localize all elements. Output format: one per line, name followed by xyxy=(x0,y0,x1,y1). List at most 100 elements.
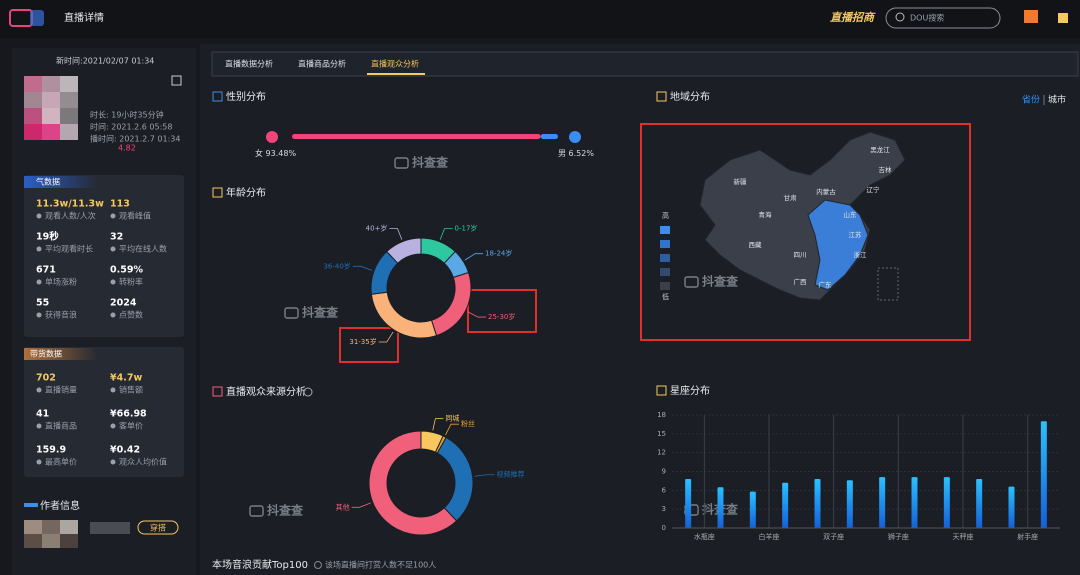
chart-title: 星座分布 xyxy=(670,384,710,397)
card-title: 气数据 xyxy=(36,177,60,187)
gift-icon[interactable] xyxy=(1024,10,1038,23)
stat-icon xyxy=(36,423,42,429)
donut-label: 粉丝 xyxy=(461,419,475,428)
stat-value: 702 xyxy=(36,373,56,384)
x-tick-label: 白羊座 xyxy=(759,532,780,541)
profile-line: 时间: 2021.2.6 05:58 xyxy=(90,122,172,132)
tab[interactable]: 直播商品分析 xyxy=(298,59,346,69)
map-region: 山东 xyxy=(844,210,858,219)
donut-label: 其他 xyxy=(336,502,350,511)
update-time: 新时间:2021/02/07 01:34 xyxy=(56,56,154,66)
y-tick-label: 18 xyxy=(657,411,666,419)
tab[interactable]: 直播观众分析 xyxy=(371,59,419,69)
stat-icon xyxy=(36,246,42,252)
bar xyxy=(879,477,886,528)
stat-label: 观看人数/人次 xyxy=(45,211,96,221)
leader-line xyxy=(352,265,373,271)
bar xyxy=(976,479,983,528)
bar xyxy=(1008,486,1015,528)
donut-label: 31-35岁 xyxy=(349,337,376,346)
chart-title: 性别分布 xyxy=(226,90,266,103)
stat-value: 159.9 xyxy=(36,445,66,456)
y-tick-label: 3 xyxy=(662,505,666,513)
author-tag xyxy=(137,520,179,535)
x-tick-label: 天秤座 xyxy=(953,532,974,541)
gender-segment xyxy=(540,134,558,139)
stat-label: 观看峰值 xyxy=(119,211,151,221)
bar xyxy=(943,477,950,528)
watermark: 抖查查 xyxy=(302,305,339,320)
stat-icon xyxy=(110,423,116,429)
brand-link[interactable]: 直播招商 xyxy=(830,11,876,24)
search-icon xyxy=(895,12,905,22)
chart-title: 直播观众来源分析 xyxy=(226,385,306,398)
x-tick-label: 狮子座 xyxy=(888,532,909,541)
author-icon xyxy=(24,503,38,507)
search-box[interactable] xyxy=(885,7,1001,29)
footer-note: 该场直播间打赏人数不足100人 xyxy=(325,560,436,570)
tab-underline xyxy=(367,73,425,75)
gender-name: 女 xyxy=(255,148,263,158)
stat-label: 最高单价 xyxy=(45,457,77,467)
leader-line xyxy=(464,253,484,261)
donut-label: 18-24岁 xyxy=(485,249,512,258)
avatar-mosaic xyxy=(24,76,78,140)
bar xyxy=(1040,421,1047,528)
legend-label: 高 xyxy=(662,211,669,220)
gender-label: 女 93.48% xyxy=(255,148,296,158)
donut-segment xyxy=(386,237,422,264)
donut-label: 25-30岁 xyxy=(488,312,515,321)
stat-label: 直播商品 xyxy=(45,421,77,431)
stat-label: 平均在线人数 xyxy=(119,244,167,254)
stat-value: 2024 xyxy=(110,298,137,309)
bar xyxy=(911,477,918,528)
card-tag xyxy=(24,176,98,188)
leader-line xyxy=(389,228,403,240)
stat-value: ¥4.7w xyxy=(110,373,142,384)
author-title: 作者信息 xyxy=(40,499,80,512)
map-inset xyxy=(877,267,899,301)
leader-line xyxy=(445,423,459,436)
bar xyxy=(782,482,789,528)
stat-label: 点赞数 xyxy=(119,310,143,320)
map-region: 浙江 xyxy=(854,250,868,259)
map-region: 西藏 xyxy=(749,240,763,249)
x-tick-label: 射手座 xyxy=(1017,532,1038,541)
y-tick-label: 12 xyxy=(657,449,666,457)
gender-value: 93.48% xyxy=(266,149,297,158)
author-mosaic xyxy=(24,520,130,548)
stat-value: ¥66.98 xyxy=(110,409,147,420)
donut-label: 40+岁 xyxy=(366,223,388,232)
share-icon[interactable] xyxy=(171,75,182,86)
stat-icon xyxy=(110,459,116,465)
map-toggle[interactable]: 城市 xyxy=(1048,94,1066,106)
gender-icon xyxy=(569,131,581,143)
profile-line: 播时间: 2021.2.7 01:34 xyxy=(90,134,180,144)
donut-label: 视频推荐 xyxy=(496,470,524,479)
bar xyxy=(749,491,756,528)
map-region: 新疆 xyxy=(734,177,748,186)
stat-label: 直播销量 xyxy=(45,385,77,395)
stat-label: 观众人均价值 xyxy=(119,457,167,467)
top-bar xyxy=(0,0,1080,38)
map-legend xyxy=(660,226,670,290)
notice-icon[interactable] xyxy=(1058,13,1068,23)
stat-value: 0.59% xyxy=(110,265,143,276)
bar xyxy=(685,479,692,528)
tab[interactable]: 直播数据分析 xyxy=(225,59,273,69)
gender-name: 男 xyxy=(558,149,566,158)
stat-icon xyxy=(110,279,116,285)
gender-value: 6.52% xyxy=(569,149,595,158)
watermark-icon xyxy=(249,505,264,517)
watermark-icon xyxy=(394,157,409,169)
stat-icon xyxy=(36,387,42,393)
page-title: 直播详情 xyxy=(64,11,104,24)
y-tick-label: 9 xyxy=(662,468,666,476)
watermark-icon xyxy=(284,307,299,319)
logo xyxy=(30,10,44,26)
stat-value: 11.3w/11.3w xyxy=(36,199,104,210)
map-toggle[interactable]: 省份 xyxy=(1022,94,1040,106)
stat-icon xyxy=(110,213,116,219)
bar xyxy=(846,480,853,528)
